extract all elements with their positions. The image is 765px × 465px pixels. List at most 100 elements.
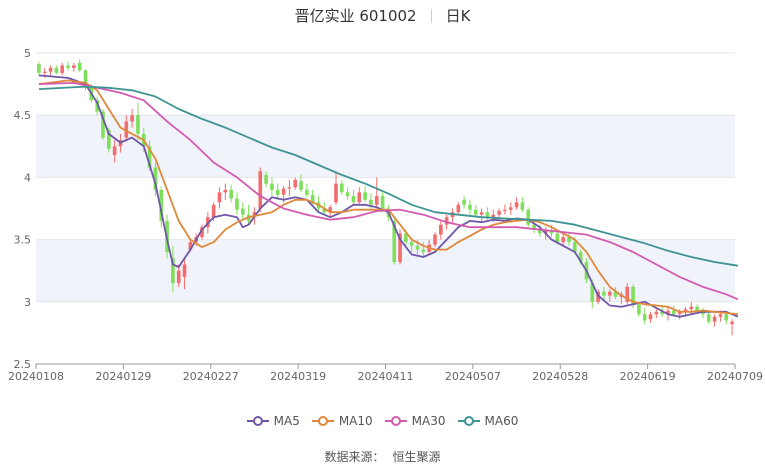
candle-body — [706, 314, 711, 322]
candle-body — [322, 208, 327, 213]
candle-body — [520, 202, 525, 210]
kline-chart: 2.5 3 3.5 4 4.5 5 20240108 20240129 20240227 2024… — [8, 47, 763, 383]
candle-body — [310, 194, 315, 203]
candle-body — [369, 199, 373, 205]
candle-body — [503, 209, 507, 211]
candle-body — [485, 212, 490, 218]
candle-body — [275, 189, 280, 195]
candle-body — [66, 65, 70, 68]
x-tick-label: 20240411 — [358, 370, 414, 383]
candle-body — [555, 233, 560, 243]
candle-body — [730, 321, 734, 325]
candle-body — [549, 230, 554, 234]
candle-body — [607, 291, 612, 296]
candle-body — [672, 310, 676, 315]
candle-body — [613, 291, 618, 297]
candle-body — [573, 242, 577, 253]
candle-body — [677, 311, 682, 315]
legend-swatch — [457, 416, 480, 426]
candle-body — [357, 192, 362, 203]
candle-body — [497, 210, 501, 215]
source-label: 数据来源： — [324, 450, 385, 464]
x-tick-label: 20240319 — [270, 370, 326, 383]
candle-body — [473, 209, 478, 215]
x-tick-label: 20240709 — [707, 370, 763, 383]
legend-item-ma60[interactable]: MA60 — [457, 414, 518, 428]
y-tick-label: 3 — [24, 296, 31, 309]
candle-body — [345, 192, 350, 197]
candle-body — [444, 217, 449, 225]
chart-title: 晋亿实业 601002 日K — [0, 5, 765, 26]
candle-body — [176, 270, 181, 284]
y-tick-label: 5 — [24, 47, 31, 60]
candle-body — [83, 70, 88, 88]
legend-item-ma5[interactable]: MA5 — [246, 414, 300, 428]
candle-body — [270, 183, 274, 190]
legend-swatch — [384, 416, 407, 426]
candle-body — [718, 314, 723, 317]
grid-band — [36, 239, 735, 302]
candle-body — [532, 224, 536, 230]
candle-body — [567, 237, 571, 243]
candle-body — [334, 183, 338, 203]
candle-body — [479, 212, 484, 215]
stock-name-code: 晋亿实业 601002 — [294, 7, 417, 25]
data-source: 数据来源： 恒生聚源 — [0, 448, 765, 465]
candle-body — [363, 192, 367, 200]
candle-body — [439, 224, 443, 235]
candle-body — [561, 237, 565, 243]
candle-body — [642, 314, 647, 321]
period-label: 日K — [445, 7, 471, 25]
candle-body — [392, 220, 397, 262]
candle-body — [683, 309, 688, 312]
candle-body — [136, 115, 140, 134]
grid-band — [36, 115, 735, 178]
candle-body — [217, 192, 222, 203]
candle-body — [415, 245, 420, 250]
candle-body — [101, 111, 105, 138]
candle-body — [380, 196, 385, 209]
candle-body — [240, 208, 245, 215]
candle-body — [229, 189, 233, 199]
legend-item-ma30[interactable]: MA30 — [384, 414, 446, 428]
legend-item-ma10[interactable]: MA10 — [311, 414, 373, 428]
candle-body — [182, 264, 187, 277]
candle-body — [223, 189, 228, 193]
candle-body — [433, 234, 437, 245]
y-tick-label: 4 — [24, 171, 31, 184]
candle-body — [305, 189, 309, 195]
ma-line-ma60 — [38, 85, 739, 267]
candle-body — [293, 179, 298, 188]
ma-line-ma10 — [38, 79, 738, 316]
candle-body — [637, 304, 641, 315]
candle-body — [130, 115, 134, 122]
x-tick-label: 20240129 — [95, 370, 151, 383]
candle-body — [112, 146, 117, 156]
candle-body — [188, 242, 193, 250]
candle-body — [42, 71, 47, 73]
candle-body — [258, 171, 263, 209]
candle-body — [712, 316, 717, 322]
ma-line-ma5 — [38, 74, 739, 318]
candle-body — [660, 311, 664, 315]
candle-body — [526, 209, 531, 225]
candle-body — [648, 314, 653, 320]
candle-body — [72, 65, 76, 68]
x-tick-label: 20240619 — [620, 370, 676, 383]
candle-body — [631, 286, 635, 305]
candle-body — [124, 121, 129, 138]
candle-body — [596, 291, 600, 302]
legend-label: MA10 — [338, 414, 373, 428]
candle-body — [508, 207, 513, 210]
legend-label: MA30 — [411, 414, 446, 428]
x-tick-label: 20240108 — [8, 370, 64, 383]
candle-body — [147, 146, 152, 168]
candle-body — [107, 130, 111, 149]
candle-body — [235, 198, 239, 210]
candle-body — [468, 204, 472, 210]
candle-body — [281, 188, 286, 195]
candle-body — [514, 202, 519, 208]
candle-body — [409, 242, 414, 246]
candle-body — [666, 310, 670, 315]
candle-body — [602, 291, 606, 296]
